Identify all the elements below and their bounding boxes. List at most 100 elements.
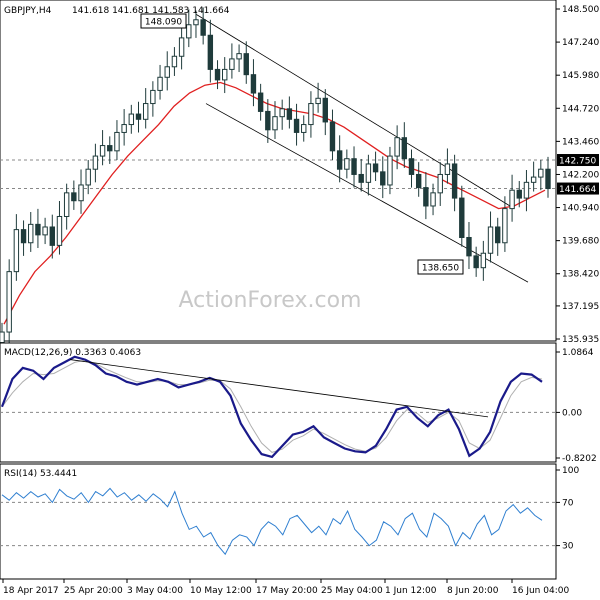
macd-tick-label: -0.8202 [562,454,597,464]
rsi-line [1,487,543,556]
price-level-badge [557,182,599,195]
candle-body [13,229,20,273]
price-level-badge [557,154,599,167]
candle-body [222,68,228,81]
candle-body [351,158,357,175]
candle-body [380,171,386,186]
macd-axis-labels: 1.0864 0.00 -0.8202 [556,348,597,464]
candle-body [214,68,221,81]
time-tick-label: 3 May 04:00 [127,586,183,596]
candle-body [164,66,170,78]
candle-body [480,252,487,269]
candle-body [329,121,336,152]
candle-body [63,192,70,217]
candle-body [250,74,257,94]
candle-body [207,34,214,70]
candle-body [372,163,379,173]
macd-pane: 1.0864 0.00 -0.8202 MACD(12,26,9) 0.3363 0… [0,342,597,464]
candle-body [487,226,494,254]
candle-body [257,92,264,112]
symbol-label: GBPJPY,H4 [4,6,52,16]
high-annotation-box [140,13,187,29]
candle-body [85,168,91,186]
candle-body [200,19,206,36]
rsi-pane: 100 70 30 RSI(14) 53.4441 [0,463,579,580]
channel-lower-line [205,103,529,283]
candle-body [415,173,422,189]
candle-body [193,19,199,26]
candle-body [157,76,163,91]
candle-body [6,271,12,333]
candle-body [114,131,120,152]
price-tick-label: 147.240 [562,38,599,48]
macd-tick-label: 0.00 [562,408,582,418]
candles [0,7,551,352]
candle-body [308,103,314,126]
candle-body [71,192,77,202]
time-tick-label: 25 Apr 20:00 [64,586,123,596]
candle-body [92,155,99,170]
price-tick-label: 144.720 [562,104,599,114]
watermark: ActionForex.com [179,288,362,313]
ohlc-label: 141.618 141.681 141.583 141.664 [72,6,230,16]
candle-body [495,226,501,244]
price-level-label: 142.750 [559,157,596,167]
price-grid [0,159,556,190]
candle-body [236,53,242,60]
candle-body [150,89,156,105]
candle-body [545,168,551,190]
rsi-tick-label: 70 [562,498,574,508]
price-tick-label: 143.460 [562,137,599,147]
time-tick-label: 10 May 12:00 [190,586,252,596]
time-tick-label: 8 Jun 20:00 [447,586,499,596]
candle-body [451,163,458,199]
candle-body [336,150,343,170]
price-tick-label: 148.500 [562,5,599,15]
time-tick-label: 18 Apr 2017 [3,586,59,596]
candle-body [538,168,544,178]
candle-body [301,124,307,133]
price-axis-labels: 148.500 147.240 145.980 144.720 143.460 142.2… [556,5,599,345]
candle-body [365,163,372,183]
price-tick-label: 142.200 [562,170,599,180]
price-pane-frame [0,0,557,342]
channel-upper-line [195,13,511,207]
candle-body [293,118,300,133]
candle-body [401,137,408,160]
candle-body [358,173,364,183]
price-tick-label: 145.980 [562,71,599,81]
candle-body [186,24,192,39]
candle-body [430,192,436,207]
high-annotation-text: 148.090 [145,18,182,28]
low-annotation-text: 138.650 [422,264,459,274]
candle-body [473,255,479,269]
high-annotation: 148.090 [140,13,187,29]
low-annotation-box [417,259,464,275]
candle-body [243,53,249,76]
candle-body [20,229,27,244]
candle-body [315,97,321,105]
candle-body [459,197,465,238]
candle-body [344,158,350,170]
rsi-pane-frame [0,463,557,580]
price-tick-label: 135.935 [562,335,599,345]
macd-lines [0,355,543,459]
candle-body [509,189,515,210]
candle-body [265,110,271,131]
candle-body [0,331,5,344]
candle-body [286,108,293,120]
candle-body [523,181,530,199]
candle-body [444,163,451,175]
candle-body [121,124,127,133]
price-tick-label: 138.420 [562,270,599,280]
candle-body [28,223,34,244]
candle-body [49,226,55,246]
rsi-axis-labels: 100 70 30 [556,466,579,552]
candle-body [42,226,48,236]
candle-body [466,236,472,257]
candle-body [142,103,149,120]
price-tick-label: 139.680 [562,237,599,247]
candle-body [423,187,429,207]
candle-body [387,155,393,186]
